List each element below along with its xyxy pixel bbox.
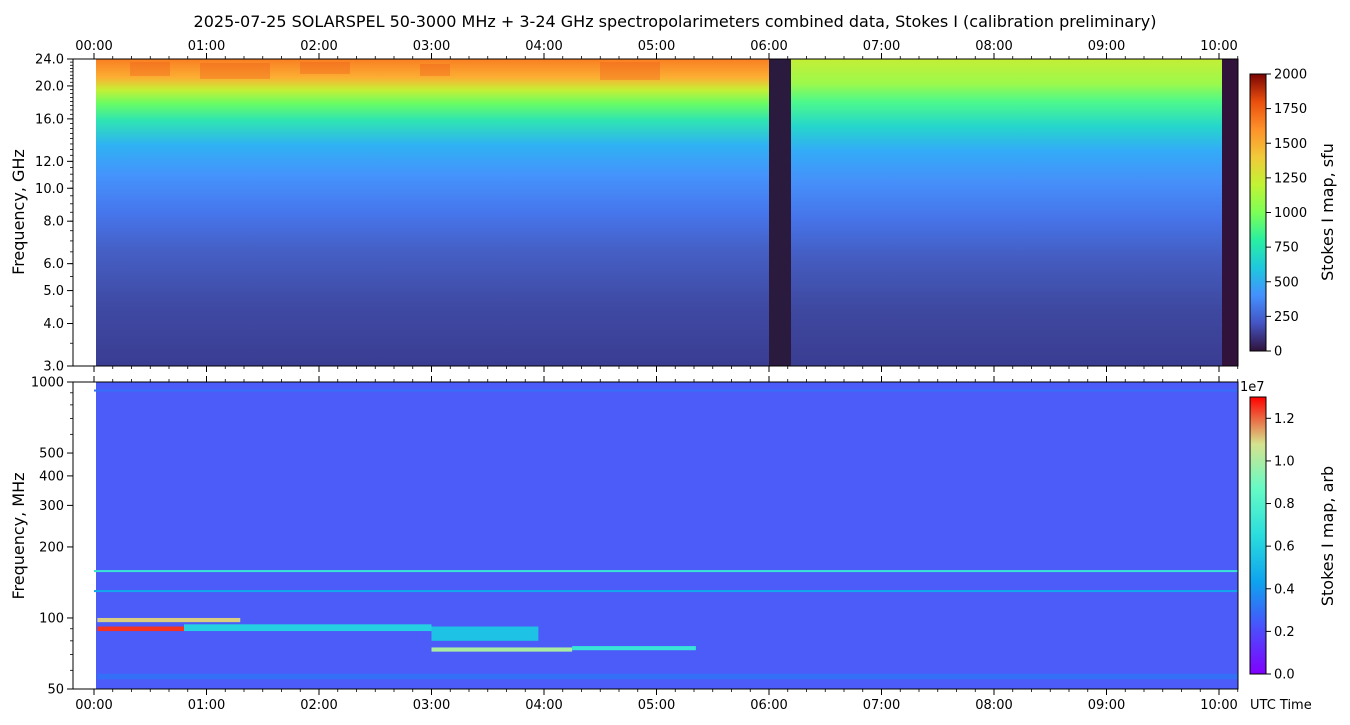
bottom-y-tick-label: 1000 bbox=[31, 376, 64, 391]
top-x-tick-label: 01:00 bbox=[188, 39, 225, 54]
bottom-colorbar-tick-label: 0.6 bbox=[1274, 540, 1295, 555]
emission-band bbox=[97, 617, 241, 623]
bottom-y-tick-label: 100 bbox=[39, 611, 64, 626]
emission-band bbox=[572, 646, 696, 651]
top-x-tick-label: 02:00 bbox=[300, 39, 337, 54]
bottom-y-tick-label: 400 bbox=[39, 469, 64, 484]
bottom-y-axis: 50 100 200 300 400 500 1000 bbox=[31, 376, 73, 698]
top-colorbar-tick-label: 1250 bbox=[1274, 171, 1307, 186]
top-colorbar-tick-label: 1750 bbox=[1274, 102, 1307, 117]
bottom-colorbar-label: Stokes I map, arb bbox=[1318, 466, 1337, 606]
top-colorbar-tick-label: 0 bbox=[1274, 345, 1282, 360]
top-heatmap bbox=[73, 59, 1238, 366]
top-colorbar-tick-label: 500 bbox=[1274, 275, 1299, 290]
bottom-x-tick-label: 07:00 bbox=[863, 698, 900, 713]
top-y-axis: 3.0 4.0 5.0 6.0 8.0 10.0 12.0 16.0 20.0 24.0 bbox=[35, 53, 73, 375]
bottom-colorbar-offset: 1e7 bbox=[1240, 380, 1265, 395]
bottom-x-tick-label: 06:00 bbox=[750, 698, 787, 713]
bottom-y-tick-label: 200 bbox=[39, 540, 64, 555]
top-y-label: Frequency, GHz bbox=[9, 149, 28, 275]
bottom-colorbar-tick-label: 0.4 bbox=[1274, 582, 1295, 597]
spectral-line bbox=[94, 590, 1238, 593]
top-x-tick-label: 09:00 bbox=[1088, 39, 1125, 54]
top-y-tick-label: 16.0 bbox=[35, 112, 64, 127]
emission-band bbox=[431, 647, 573, 652]
top-heatmap-left bbox=[96, 59, 769, 366]
bottom-panel: 50 100 200 300 400 500 1000 00:00 01:00 02:00 03:… bbox=[9, 376, 1312, 714]
bottom-colorbar-tick-label: 1.0 bbox=[1274, 454, 1295, 469]
bottom-x-label: UTC Time bbox=[1250, 698, 1312, 713]
spectral-line bbox=[94, 570, 1238, 573]
bottom-x-tick-label: 00:00 bbox=[75, 698, 112, 713]
bottom-colorbar: 0.0 0.2 0.4 0.6 0.8 1.0 1.2 1e7 Stokes I map, … bbox=[1240, 380, 1337, 683]
top-y-tick-label: 20.0 bbox=[35, 79, 64, 94]
bottom-y-tick-label: 50 bbox=[47, 683, 64, 698]
emission-band bbox=[431, 626, 539, 641]
bottom-colorbar-tick-label: 0.2 bbox=[1274, 625, 1295, 640]
emission-band bbox=[97, 673, 1238, 680]
top-colorbar-tick-label: 750 bbox=[1274, 241, 1299, 256]
top-y-tick-label: 8.0 bbox=[43, 215, 64, 230]
top-colorbar: 0 250 500 750 1000 1250 1500 1750 2000 Stokes I … bbox=[1249, 68, 1337, 360]
top-x-tick-label: 00:00 bbox=[75, 39, 112, 54]
bottom-x-tick-label: 04:00 bbox=[525, 698, 562, 713]
bottom-x-tick-label: 01:00 bbox=[188, 698, 225, 713]
bottom-heatmap bbox=[73, 382, 1238, 689]
top-y-tick-label: 3.0 bbox=[43, 360, 64, 375]
spectral-line bbox=[94, 389, 1238, 392]
bottom-x-axis: 00:00 01:00 02:00 03:00 04:00 05:00 06:00 07:00… bbox=[75, 376, 1239, 713]
bottom-colorbar-tick-label: 1.2 bbox=[1274, 412, 1295, 427]
top-heatmap-right bbox=[791, 59, 1222, 366]
bottom-x-tick-label: 10:00 bbox=[1200, 698, 1237, 713]
bottom-colorbar-tick-label: 0.8 bbox=[1274, 497, 1295, 512]
top-colorbar-tick-label: 2000 bbox=[1274, 68, 1307, 83]
top-x-tick-label: 03:00 bbox=[413, 39, 450, 54]
top-y-tick-label: 10.0 bbox=[35, 182, 64, 197]
bottom-x-tick-label: 03:00 bbox=[413, 698, 450, 713]
bottom-x-tick-label: 05:00 bbox=[638, 698, 675, 713]
top-x-tick-label: 08:00 bbox=[975, 39, 1012, 54]
top-x-tick-label: 07:00 bbox=[863, 39, 900, 54]
top-colorbar-tick-label: 250 bbox=[1274, 310, 1299, 325]
bottom-x-tick-label: 09:00 bbox=[1088, 698, 1125, 713]
top-y-tick-label: 4.0 bbox=[43, 317, 64, 332]
top-y-tick-label: 5.0 bbox=[43, 284, 64, 299]
bottom-y-tick-label: 300 bbox=[39, 499, 64, 514]
top-colorbar-tick-label: 1000 bbox=[1274, 206, 1307, 221]
top-x-tick-label: 04:00 bbox=[525, 39, 562, 54]
emission-band bbox=[184, 624, 432, 632]
figure-title: 2025-07-25 SOLARSPEL 50-3000 MHz + 3-24 … bbox=[194, 12, 1157, 31]
top-y-tick-label: 24.0 bbox=[35, 53, 64, 68]
bottom-y-label: Frequency, MHz bbox=[9, 472, 28, 599]
top-x-axis: 00:00 01:00 02:00 03:00 04:00 05:00 06:00 07:00… bbox=[75, 39, 1239, 372]
bottom-y-tick-label: 500 bbox=[39, 447, 64, 462]
top-y-tick-label: 12.0 bbox=[35, 155, 64, 170]
bottom-colorbar-tick-label: 0.0 bbox=[1274, 668, 1295, 683]
top-y-tick-label: 6.0 bbox=[43, 257, 64, 272]
top-colorbar-label: Stokes I map, sfu bbox=[1318, 143, 1337, 281]
data-gap-0600 bbox=[769, 59, 791, 366]
top-x-tick-label: 10:00 bbox=[1200, 39, 1237, 54]
top-panel: 3.0 4.0 5.0 6.0 8.0 10.0 12.0 16.0 20.0 24.0 00:0… bbox=[9, 39, 1239, 375]
top-x-tick-label: 06:00 bbox=[750, 39, 787, 54]
data-gap-1010 bbox=[1222, 59, 1238, 366]
top-colorbar-tick-label: 1500 bbox=[1274, 137, 1307, 152]
bottom-x-tick-label: 02:00 bbox=[300, 698, 337, 713]
bottom-x-tick-label: 08:00 bbox=[975, 698, 1012, 713]
top-x-tick-label: 05:00 bbox=[638, 39, 675, 54]
emission-band bbox=[97, 626, 184, 632]
